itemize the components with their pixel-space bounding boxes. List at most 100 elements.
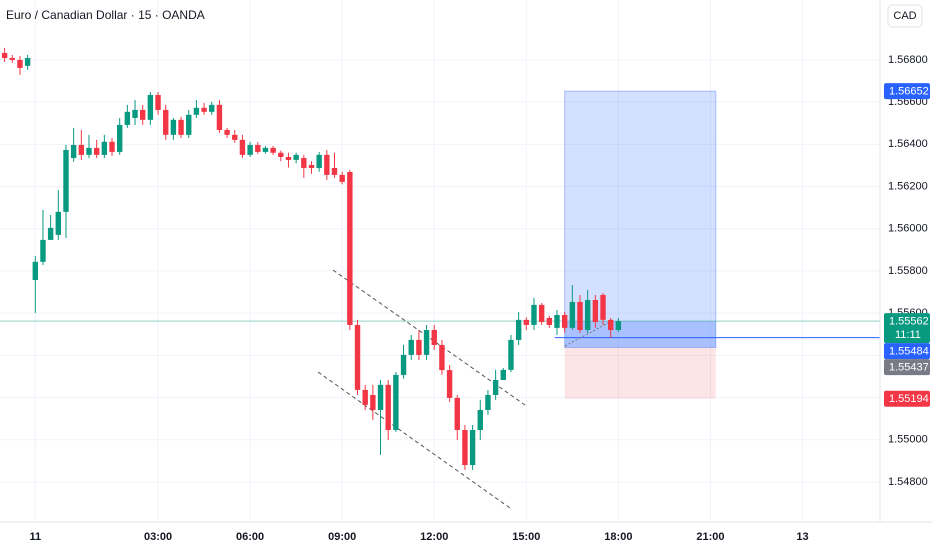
candle-body <box>423 329 430 355</box>
candle-body <box>347 171 353 325</box>
position-tool[interactable] <box>0 90 880 399</box>
candle-body <box>232 134 238 140</box>
candle-body <box>462 430 468 466</box>
grid <box>0 0 880 522</box>
candle-body <box>492 380 499 395</box>
candle-body <box>93 147 100 155</box>
candle-body <box>278 152 284 157</box>
candle-body <box>477 409 483 431</box>
axes: 1.568001.566001.564001.562001.560001.558… <box>29 54 927 543</box>
x-tick-label: 15:00 <box>512 531 540 543</box>
y-tick-label: 1.54800 <box>888 476 928 488</box>
candle-body <box>546 317 553 325</box>
candle-body <box>431 329 437 345</box>
price-label: 1.55437 <box>889 362 929 374</box>
y-tick-label: 1.55000 <box>888 434 928 446</box>
loss-zone <box>564 347 716 399</box>
candle-body <box>163 109 169 135</box>
price-label-box <box>884 390 930 407</box>
x-tick-label: 03:00 <box>144 531 172 543</box>
candle-body <box>270 147 276 153</box>
candle-body <box>116 124 123 152</box>
candle-body <box>515 319 522 340</box>
candle-body <box>193 107 200 115</box>
price-label: 1.55562 <box>889 316 929 328</box>
candle-body <box>308 164 315 168</box>
candle-body <box>439 344 445 371</box>
candle-body <box>70 144 77 159</box>
x-tick-label: 11 <box>29 531 41 543</box>
x-tick-label: 09:00 <box>328 531 356 543</box>
candle-body <box>101 141 108 155</box>
candle-body <box>362 389 368 405</box>
candle-body <box>600 294 606 320</box>
candle-body <box>615 321 622 330</box>
candle-body <box>9 58 15 60</box>
candle-body <box>247 144 253 155</box>
x-tick-label: 13 <box>796 531 808 543</box>
countdown: 11:11 <box>895 329 921 341</box>
x-tick-label: 06:00 <box>236 531 264 543</box>
chart-title: Euro / Canadian Dollar · 15 · OANDA <box>6 8 205 22</box>
candle-body <box>55 211 62 235</box>
candle-body <box>377 384 384 410</box>
candle-body <box>17 59 23 68</box>
price-label: 1.55484 <box>889 346 929 358</box>
candle-body <box>178 119 184 135</box>
candle-body <box>186 114 192 135</box>
candle-body <box>393 374 399 431</box>
price-label-box <box>884 83 930 100</box>
candle-body <box>47 227 54 240</box>
candle-body <box>370 394 376 410</box>
candle-body <box>416 339 422 355</box>
candle-body <box>86 147 92 155</box>
currency-button[interactable] <box>887 4 923 28</box>
candle-body <box>132 109 138 118</box>
candle-body <box>592 300 599 322</box>
candle-body <box>316 154 322 168</box>
candle-body <box>400 354 407 375</box>
candle-body <box>385 384 391 431</box>
candle-body <box>32 261 38 280</box>
channel-line[interactable] <box>317 371 511 509</box>
candle-body <box>262 147 269 152</box>
candle-body <box>608 319 614 330</box>
candle-body <box>255 144 261 152</box>
candle-body <box>531 304 537 325</box>
candle-body <box>63 150 69 212</box>
candle-body <box>224 129 230 135</box>
candle-body <box>124 111 131 125</box>
candle-body <box>78 144 85 155</box>
candle-body <box>523 319 530 325</box>
candle-body <box>469 430 476 466</box>
price-label: 1.55194 <box>889 393 929 405</box>
y-tick-label: 1.56800 <box>888 54 928 66</box>
candle-body <box>454 397 460 431</box>
x-tick-label: 21:00 <box>696 531 724 543</box>
candle-body <box>170 119 177 135</box>
candle-body <box>239 139 246 155</box>
candle-body <box>554 315 560 328</box>
candle-body <box>140 109 146 120</box>
candle-body <box>109 141 115 152</box>
candle-body <box>324 154 330 175</box>
price-label: 1.56652 <box>889 86 929 98</box>
y-tick-label: 1.56200 <box>888 180 928 192</box>
candle-body <box>155 94 161 110</box>
trend-line[interactable] <box>564 321 611 347</box>
candle-body <box>40 239 46 262</box>
candles <box>1 47 622 470</box>
candle-body <box>209 104 215 112</box>
x-tick-label: 12:00 <box>420 531 448 543</box>
candle-body <box>24 58 31 66</box>
candle-body <box>354 324 361 390</box>
candle-body <box>285 156 292 160</box>
candle-body <box>485 394 491 410</box>
candle-body <box>216 104 223 130</box>
candle-body <box>301 158 307 168</box>
candle-body <box>1 52 8 59</box>
candle-body <box>577 301 583 330</box>
currency-label[interactable]: CAD <box>893 10 916 22</box>
